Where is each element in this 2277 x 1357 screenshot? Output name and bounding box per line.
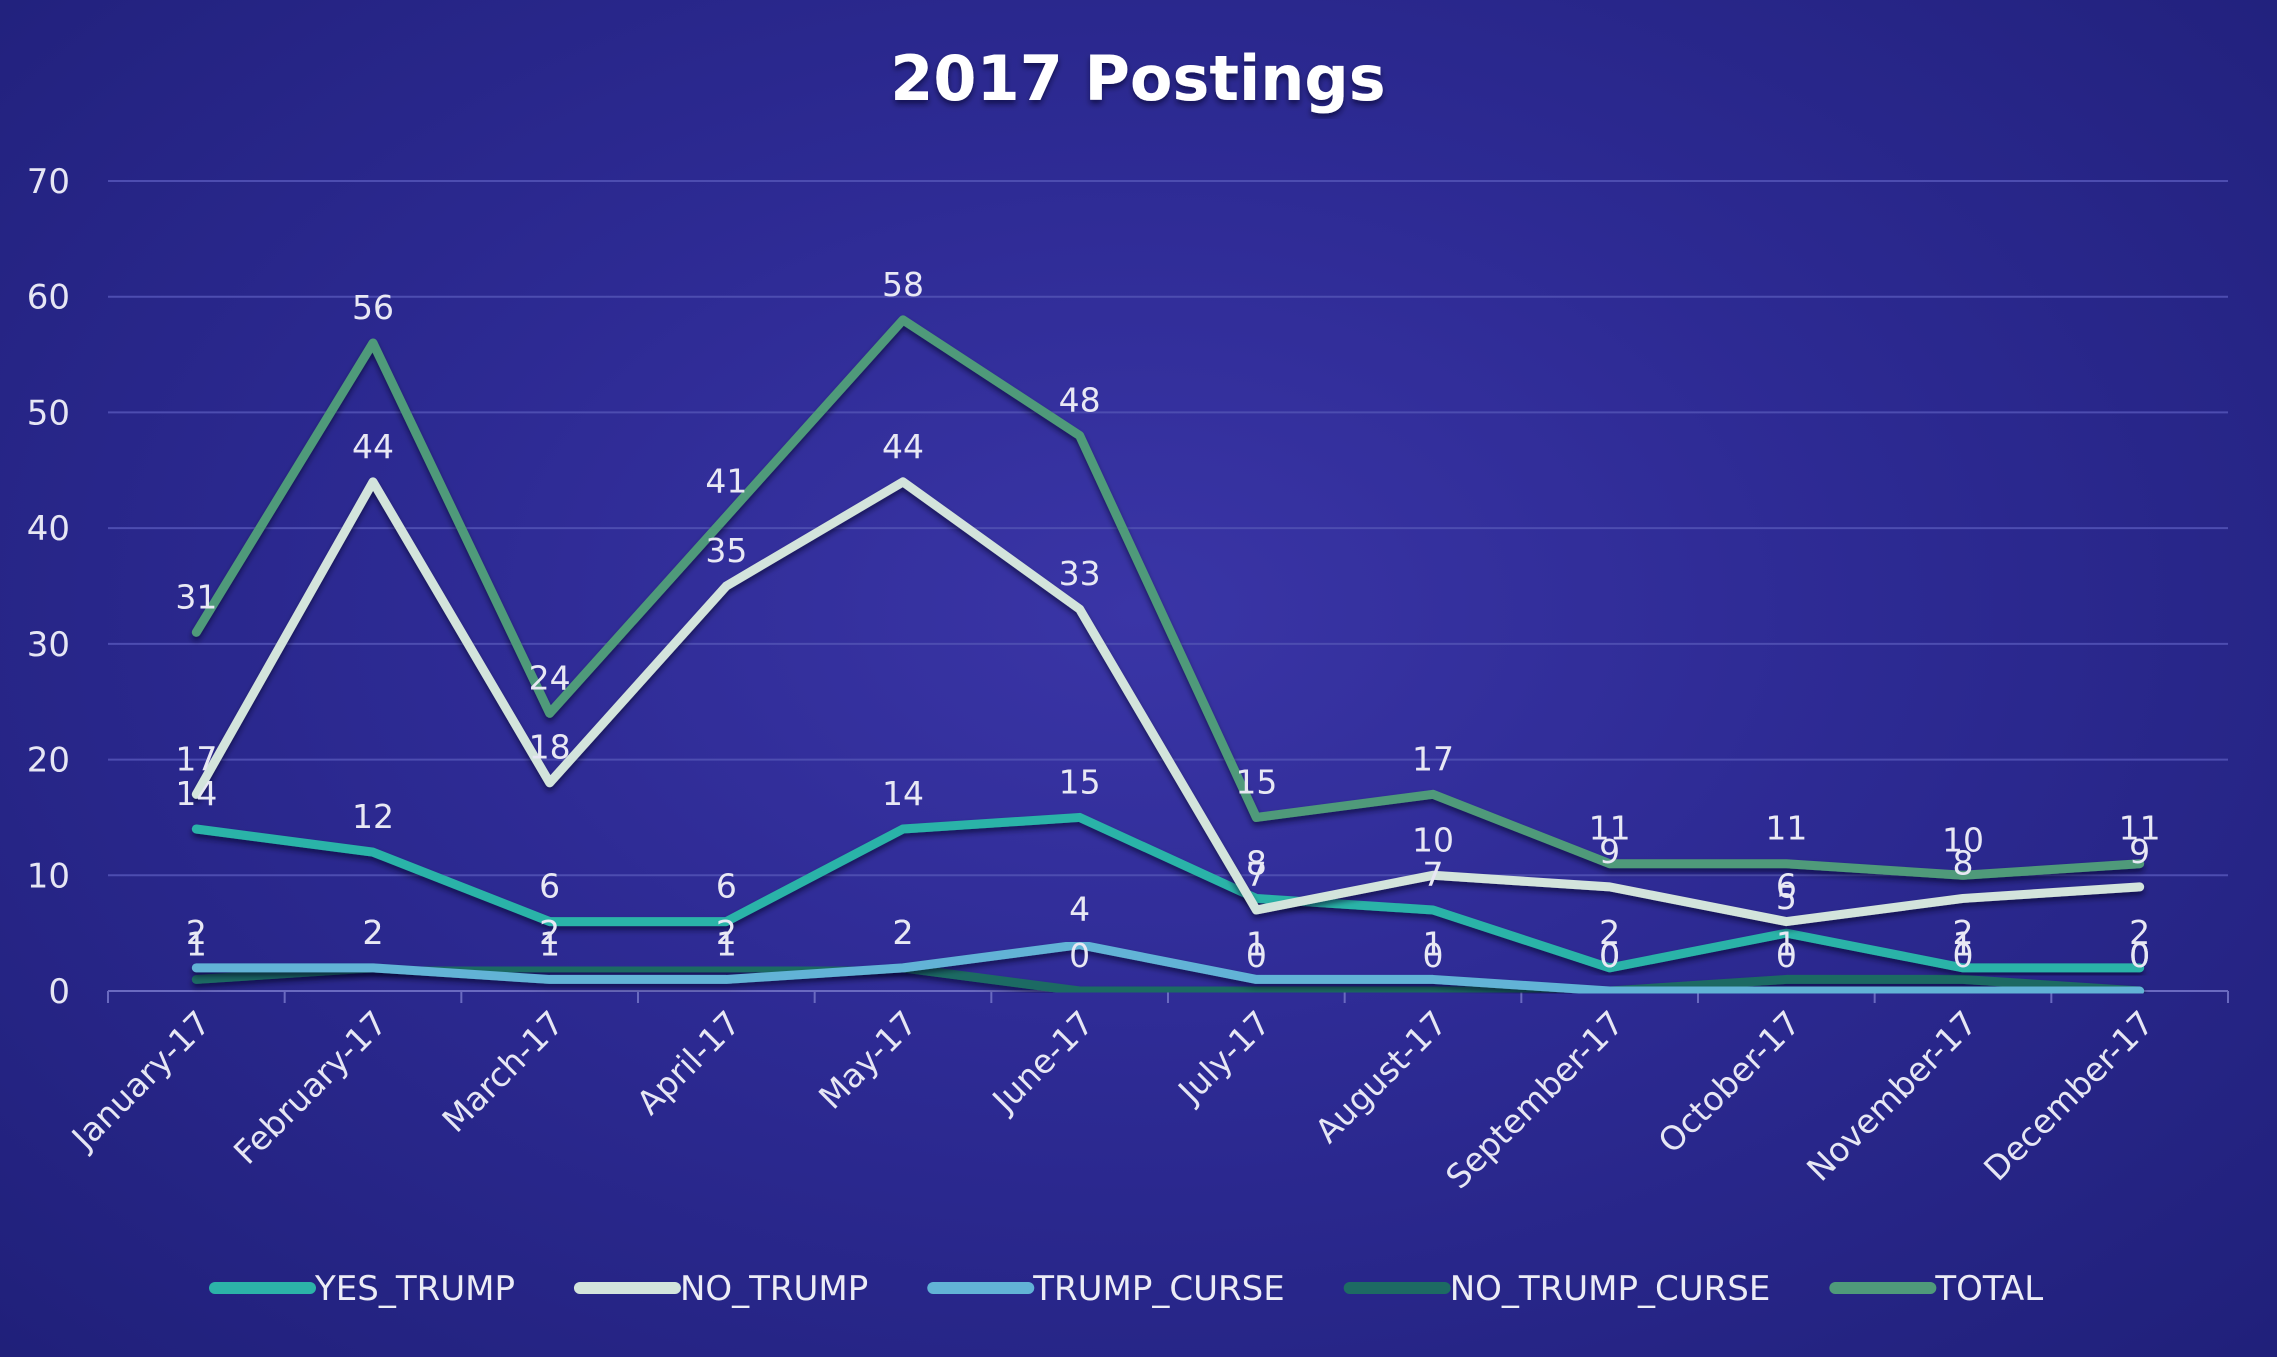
data-label: 31 <box>175 577 217 616</box>
data-label: 15 <box>1235 762 1277 801</box>
data-label: 0 <box>1599 936 1620 975</box>
data-label: 11 <box>1589 809 1631 848</box>
data-label: 2 <box>716 913 737 952</box>
y-tick-label: 40 <box>27 509 70 549</box>
y-tick-label: 10 <box>27 856 70 896</box>
data-label: 1 <box>186 924 207 963</box>
y-tick-label: 60 <box>27 278 70 318</box>
data-label: 1 <box>1423 924 1444 963</box>
data-label: 12 <box>352 797 394 836</box>
x-tick-label: April-17 <box>629 1003 748 1122</box>
data-label: 4 <box>1069 890 1090 929</box>
data-label: 0 <box>1599 936 1620 975</box>
data-label: 2 <box>893 913 914 952</box>
legend-label: NO_TRUMP <box>680 1269 868 1309</box>
data-label: 7 <box>1246 855 1267 894</box>
data-label: 11 <box>2119 809 2161 848</box>
y-tick-label: 30 <box>27 625 70 665</box>
data-label: 2 <box>1599 913 1620 952</box>
data-label: 2 <box>363 913 384 952</box>
data-label: 18 <box>529 728 571 767</box>
x-tick-label: May-17 <box>811 1003 925 1117</box>
data-label: 5 <box>1776 878 1797 917</box>
data-label: 0 <box>1776 936 1797 975</box>
data-label: 10 <box>1412 820 1454 859</box>
data-label: 9 <box>2129 832 2150 871</box>
data-label: 6 <box>1776 867 1797 906</box>
data-label: 0 <box>1423 936 1444 975</box>
data-label: 48 <box>1059 381 1101 420</box>
data-label: 6 <box>716 867 737 906</box>
y-tick-label: 0 <box>48 972 70 1012</box>
y-axis: 0 10 20 30 40 50 60 70 <box>27 162 70 1012</box>
data-label: 58 <box>882 265 924 304</box>
data-label: 44 <box>882 427 924 466</box>
series-lines <box>191 315 2145 996</box>
series-line-no-trump <box>191 477 2145 927</box>
legend-label: TOTAL <box>1934 1269 2043 1309</box>
data-label: 0 <box>2129 936 2150 975</box>
data-label: 33 <box>1059 554 1101 593</box>
x-tick-label: February-17 <box>226 1003 395 1172</box>
y-tick-label: 20 <box>27 741 70 781</box>
legend-label: TRUMP_CURSE <box>1032 1269 1284 1309</box>
x-tick-label: June-17 <box>983 1003 1101 1121</box>
data-label: 17 <box>1412 739 1454 778</box>
series-line-yes-trump <box>191 812 2145 973</box>
y-tick-label: 70 <box>27 162 70 202</box>
x-tick-label: September-17 <box>1438 1003 1631 1196</box>
x-tick-label: March-17 <box>434 1003 571 1140</box>
data-label: 14 <box>882 774 924 813</box>
x-tick-label: July-17 <box>1169 1003 1278 1112</box>
data-label: 8 <box>1246 843 1267 882</box>
data-label: 44 <box>352 427 394 466</box>
x-tick-label: January-17 <box>63 1003 218 1158</box>
data-label: 0 <box>1953 936 1974 975</box>
legend-label: YES_TRUMP <box>314 1269 515 1309</box>
data-label: 24 <box>529 658 571 697</box>
data-label: 0 <box>2129 936 2150 975</box>
data-label: 0 <box>1246 936 1267 975</box>
data-label: 2 <box>363 913 384 952</box>
data-label: 0 <box>1069 936 1090 975</box>
data-label: 11 <box>1765 809 1807 848</box>
data-label: 2 <box>2129 913 2150 952</box>
data-label: 17 <box>175 739 217 778</box>
data-label: 7 <box>1423 855 1444 894</box>
data-label: 2 <box>893 913 914 952</box>
data-label: 10 <box>1942 820 1984 859</box>
legend: YES_TRUMP NO_TRUMP TRUMP_CURSE NO_TRUMP_CUR… <box>209 1269 2043 1309</box>
x-tick-label: October-17 <box>1650 1003 1808 1161</box>
data-label: 1 <box>1953 924 1974 963</box>
x-tick-label: August-17 <box>1307 1003 1454 1150</box>
data-label: 41 <box>705 462 747 501</box>
data-label: 8 <box>1953 843 1974 882</box>
data-label: 15 <box>1059 762 1101 801</box>
y-tick-label: 50 <box>27 393 70 433</box>
data-label: 2 <box>186 913 207 952</box>
data-label: 1 <box>716 924 737 963</box>
x-tick-label: December-17 <box>1976 1003 2161 1188</box>
data-label: 35 <box>705 531 747 570</box>
data-label: 1 <box>1776 924 1797 963</box>
data-label: 9 <box>1599 832 1620 871</box>
legend-label: NO_TRUMP_CURSE <box>1450 1269 1771 1309</box>
x-tick-label: November-17 <box>1799 1003 1985 1189</box>
series-line-total <box>191 315 2145 880</box>
x-axis: January-17 February-17 March-17 April-17 May… <box>63 991 2229 1196</box>
series-line-no-trump-curse <box>191 963 2145 996</box>
data-label: 2 <box>539 913 560 952</box>
data-label: 56 <box>352 288 394 327</box>
series-line-trump-curse <box>191 940 2145 996</box>
data-label: 1 <box>539 924 560 963</box>
data-label: 14 <box>175 774 217 813</box>
data-label: 1 <box>1246 924 1267 963</box>
chart-title: 2017 Postings <box>890 42 1385 115</box>
data-label: 6 <box>539 867 560 906</box>
data-label: 2 <box>1953 913 1974 952</box>
